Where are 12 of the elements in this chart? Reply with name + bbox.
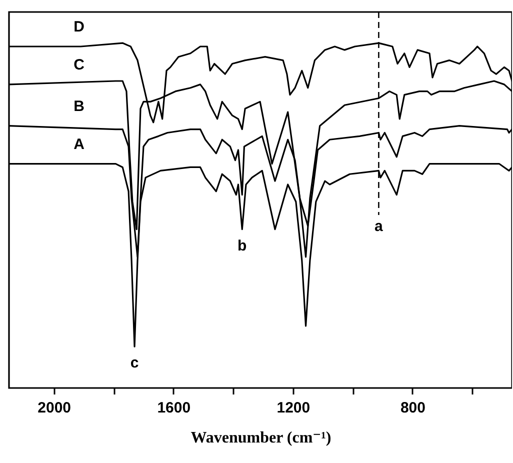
x-tick-label: 1600 — [157, 400, 191, 416]
series-label: C — [74, 56, 85, 74]
x-tick-label: 2000 — [38, 400, 72, 416]
series-label: A — [74, 136, 85, 153]
ref-line-label: a — [374, 218, 384, 236]
series-label: D — [74, 18, 85, 36]
x-tick-label: 800 — [400, 400, 426, 416]
annotation: c — [130, 354, 139, 372]
x-axis-title: Wavenumber (cm⁻¹) — [190, 430, 332, 446]
x-tick-label: 1200 — [276, 400, 310, 416]
series-label: B — [74, 98, 85, 115]
annotation: b — [238, 237, 247, 254]
